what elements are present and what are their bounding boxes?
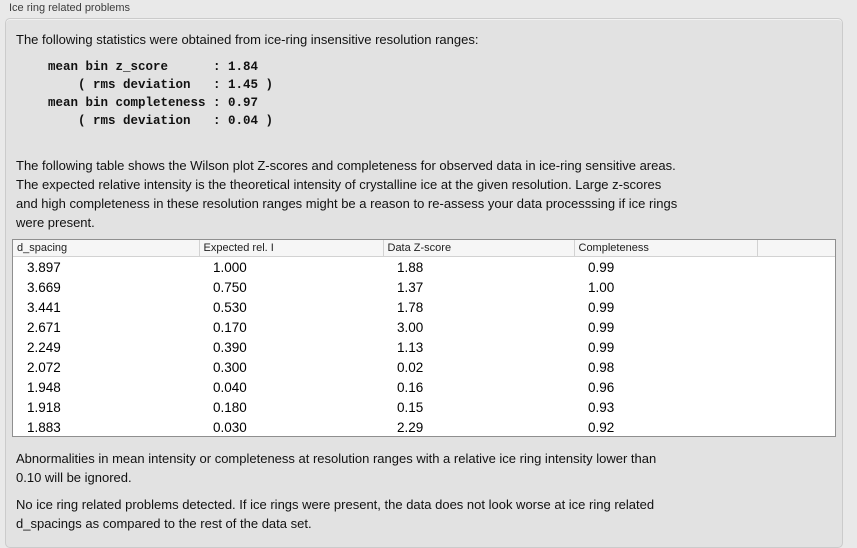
table-row[interactable]: 1.948 0.040 0.16 0.96 [13,377,835,397]
table-row[interactable]: 1.883 0.030 2.29 0.92 [13,417,835,436]
table-cell: 1.13 [397,339,424,355]
table-cell: 0.99 [588,299,615,315]
table-cell: 1.948 [27,379,61,395]
table-cell: 0.96 [588,379,615,395]
table-cell: 1.000 [213,259,247,275]
table-row[interactable]: 3.441 0.530 1.78 0.99 [13,297,835,317]
column-header-d-spacing[interactable]: d_spacing [13,240,200,257]
ice-ring-table[interactable]: d_spacing Expected rel. I Data Z-score C… [12,239,836,437]
table-cell-filler [757,397,835,417]
table-cell: 0.98 [588,359,615,375]
table-row[interactable]: 2.072 0.300 0.02 0.98 [13,357,835,377]
table-cell: 2.249 [27,339,61,355]
table-row[interactable]: 3.897 1.000 1.88 0.99 [13,257,835,278]
table-cell: 2.29 [397,419,424,435]
table-cell: 0.530 [213,299,247,315]
conclusion-paragraph: No ice ring related problems detected. I… [16,497,655,531]
table-cell-filler [757,357,835,377]
table-cell: 1.00 [588,279,615,295]
table-header-row: d_spacing Expected rel. I Data Z-score C… [13,240,835,257]
table-cell: 0.02 [397,359,424,375]
table-cell: 1.78 [397,299,424,315]
table-cell: 0.99 [588,259,615,275]
table-cell-filler [757,377,835,397]
intro-paragraph: The following statistics were obtained f… [16,32,479,47]
table-cell: 0.390 [213,339,247,355]
table-row[interactable]: 1.918 0.180 0.15 0.93 [13,397,835,417]
table-cell-filler [757,297,835,317]
table-cell: 1.37 [397,279,424,295]
table-cell-filler [757,257,835,278]
ignore-note-paragraph: Abnormalities in mean intensity or compl… [16,451,657,485]
table-cell: 1.883 [27,419,61,435]
table-cell-filler [757,417,835,436]
table-cell: 3.00 [397,319,424,335]
table-cell: 3.897 [27,259,61,275]
column-header-expected-i[interactable]: Expected rel. I [199,240,384,257]
table-cell-filler [757,337,835,357]
table-cell: 0.750 [213,279,247,295]
table-cell: 0.99 [588,339,615,355]
table-row[interactable]: 2.671 0.170 3.00 0.99 [13,317,835,337]
table-cell-filler [757,277,835,297]
table-cell: 3.441 [27,299,61,315]
column-header-filler [757,240,835,257]
description-paragraph: The following table shows the Wilson plo… [16,158,678,230]
table-cell: 2.072 [27,359,61,375]
table-row[interactable]: 2.249 0.390 1.13 0.99 [13,337,835,357]
ice-table-body: 3.897 1.000 1.88 0.99 3.669 0.750 1.37 1.00 3.44… [13,257,835,437]
table-cell: 0.030 [213,419,247,435]
table-cell: 1.918 [27,399,61,415]
table-cell: 0.180 [213,399,247,415]
table-cell: 0.99 [588,319,615,335]
table-cell: 0.040 [213,379,247,395]
mean-bin-stats-block: mean bin z_score : 1.84 ( rms deviation … [48,60,274,128]
table-cell: 1.88 [397,259,424,275]
table-cell: 0.300 [213,359,247,375]
table-cell-filler [757,317,835,337]
ice-ring-table-grid: d_spacing Expected rel. I Data Z-score C… [13,240,835,437]
table-cell: 0.15 [397,399,424,415]
table-cell: 0.92 [588,419,615,435]
column-header-completeness[interactable]: Completeness [574,240,758,257]
panel-title: Ice ring related problems [9,2,131,14]
table-cell: 0.16 [397,379,424,395]
table-row[interactable]: 3.669 0.750 1.37 1.00 [13,277,835,297]
column-header-data-zscore[interactable]: Data Z-score [383,240,575,257]
table-cell: 3.669 [27,279,61,295]
table-cell: 0.93 [588,399,615,415]
table-cell: 2.671 [27,319,61,335]
table-cell: 0.170 [213,319,247,335]
